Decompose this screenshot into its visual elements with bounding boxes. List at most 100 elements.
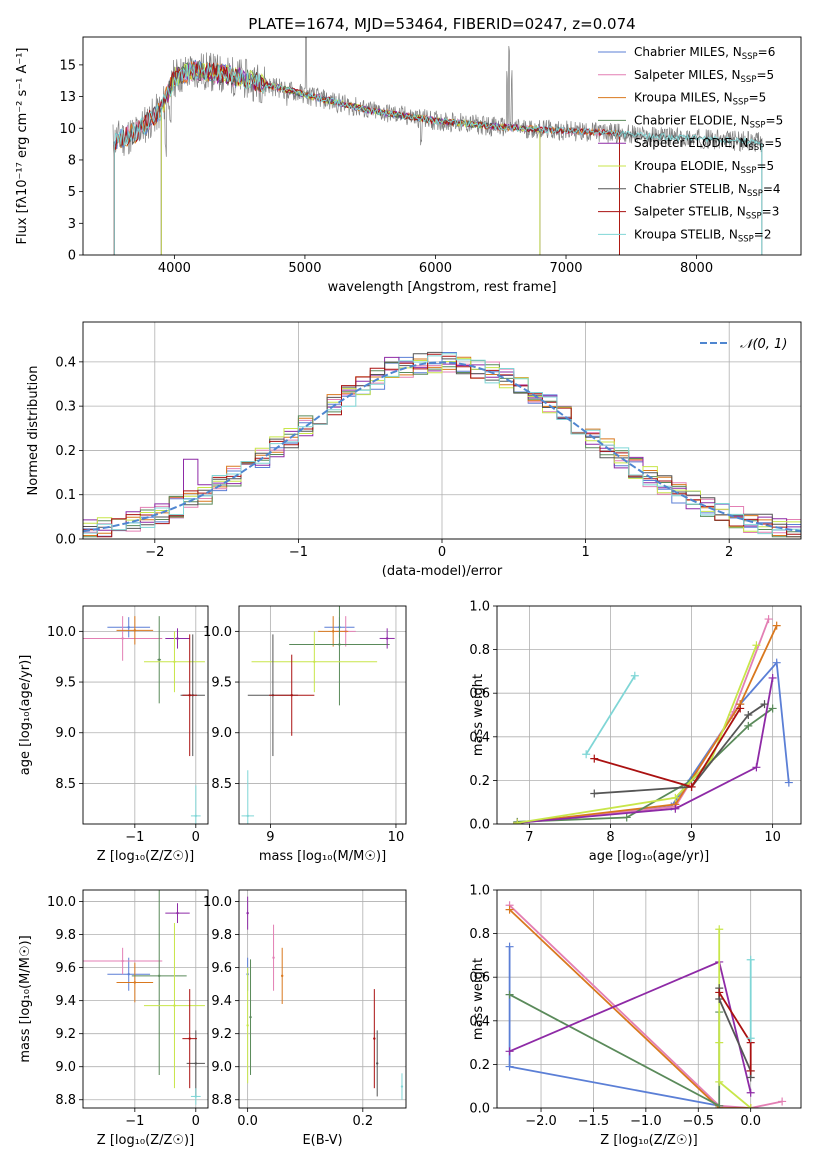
- weight-Z-grid: [497, 889, 801, 1109]
- legend-label: Chabrier ELODIE, NSSP=5: [634, 113, 783, 130]
- point-kroupa-stelib: [400, 1085, 404, 1088]
- marker-chabrier-elodie: [768, 704, 777, 713]
- y-tick-label: 0.3: [55, 400, 76, 415]
- line-kroupa-stelib: [585, 675, 636, 755]
- x-tick-label: 1: [581, 545, 589, 560]
- marker-kroupa-elodie: [746, 1104, 755, 1108]
- marker-salpeter-stelib: [590, 754, 599, 763]
- point-kroupa-elodie: [173, 660, 176, 663]
- marker-salpeter-elodie: [505, 1047, 514, 1056]
- line-kroupa-elodie: [517, 644, 758, 824]
- marker-kroupa-elodie: [715, 1038, 724, 1047]
- plot-frame: [82, 605, 209, 825]
- x-tick-label: 8000: [680, 261, 713, 276]
- legend-label: Salpeter MILES, NSSP=5: [634, 68, 774, 85]
- y-tick-label: 10.0: [203, 625, 232, 640]
- line-chabrier-elodie: [517, 707, 774, 823]
- x-tick-label: 2: [725, 545, 733, 560]
- y-tick-label: 0.2: [469, 1058, 490, 1073]
- y-tick-label: 8: [68, 153, 76, 168]
- plot-frame: [82, 889, 209, 1109]
- y-tick-label: 13: [59, 90, 76, 105]
- legend-label-name: Salpeter MILES, N: [634, 68, 741, 82]
- model-spectrum-kroupa-miles: [113, 60, 620, 255]
- mass-ebv-axes: 0.0 0.2 8.8 9.0 9.2 9.4 9.6 9.8 10.0 E(B-V): [203, 889, 407, 1148]
- marker-chabrier-elodie: [715, 1101, 724, 1108]
- legend-label-name: Kroupa ELODIE, N: [634, 159, 741, 173]
- x-tick-label: −1: [289, 545, 308, 560]
- y-tick-label: 9.4: [211, 994, 232, 1009]
- y-tick-label: 1.0: [469, 600, 490, 615]
- y-tick-label: 0.2: [55, 444, 76, 459]
- x-tick-label: −2: [145, 545, 164, 560]
- marker-kroupa-elodie: [715, 925, 724, 934]
- x-tick-label: 0: [192, 830, 200, 845]
- y-tick-label: 9.5: [211, 676, 232, 691]
- histogram-steps: [83, 351, 801, 538]
- legend-label: Chabrier STELIB, NSSP=4: [634, 182, 781, 199]
- legend-label: 𝒩(0, 1): [740, 337, 787, 352]
- marker-kroupa-stelib: [630, 671, 639, 680]
- model-spectrum-chabrier-elodie: [160, 62, 541, 255]
- marker-kroupa-elodie: [513, 818, 522, 824]
- y-axis-label: mass weight: [471, 958, 486, 1040]
- x-axis-label: wavelength [Angstrom, rest frame]: [328, 280, 557, 295]
- legend-label-count: =5: [764, 136, 782, 150]
- point-salpeter-elodie: [385, 637, 389, 640]
- legend-label-sub: SSP: [748, 143, 764, 153]
- x-tick-label: 4000: [158, 261, 191, 276]
- legend-label-count: =3: [762, 205, 780, 219]
- marker-kroupa-elodie: [752, 641, 761, 650]
- x-axis-label: Z [log₁₀(Z/Z☉)]: [97, 849, 194, 864]
- y-tick-label: 10.0: [47, 625, 76, 640]
- plot-frame: [496, 605, 802, 825]
- x-tick-label: 7: [525, 830, 533, 845]
- y-tick-label: 8.8: [55, 1093, 76, 1108]
- histogram-legend: 𝒩(0, 1): [700, 337, 787, 352]
- spectrum-traces: [112, 37, 763, 255]
- point-salpeter-miles: [121, 959, 124, 963]
- point-kroupa-elodie: [173, 1004, 176, 1007]
- y-tick-label: 9.5: [55, 676, 76, 691]
- legend-label: Chabrier MILES, NSSP=6: [634, 45, 775, 62]
- y-axis-label: age [log₁₀(age/yr)]: [18, 655, 33, 776]
- x-tick-label: −1.0: [630, 1114, 662, 1129]
- spectrum-axes: 4000 5000 6000 7000 8000 0 3 5 8 10 13 15 wavelength…: [15, 36, 802, 295]
- x-axis-label: Z [log₁₀(Z/Z☉)]: [600, 1133, 697, 1148]
- weight-Z-lines: [505, 901, 787, 1108]
- y-tick-label: 0.1: [55, 488, 76, 503]
- line-chabrier-stelib: [594, 703, 766, 795]
- x-tick-label: −1.5: [578, 1114, 610, 1129]
- age-Z-errorbars: [83, 616, 205, 824]
- weight-vs-Z-panel: −2.0 −1.5 −1.0 −0.5 0.0 0.0 0.2 0.4 0.6 0.8 1.0 Z […: [469, 884, 802, 1148]
- age-mass-axes: 9 10 8.5 9.0 9.5 10.0 mass [log₁₀(M/M☉)]: [203, 605, 407, 864]
- legend-label-count: =5: [766, 113, 784, 127]
- point-chabrier-elodie: [158, 658, 161, 661]
- plot-frame: [82, 36, 802, 256]
- weight-age-lines: [513, 615, 793, 824]
- marker-chabrier-miles: [784, 778, 793, 787]
- x-tick-label: −0.5: [682, 1114, 714, 1129]
- marker-salpeter-elodie: [768, 673, 777, 682]
- point-salpeter-stelib: [188, 1037, 191, 1040]
- mass-Z-axes: −1 0 8.8 9.0 9.2 9.4 9.6 9.8 10.0 Z [log₁₀(Z/Z☉)]…: [18, 889, 209, 1148]
- mass-ebv-errorbars: [246, 896, 404, 1100]
- marker-chabrier-stelib: [760, 700, 769, 709]
- point-salpeter-miles: [121, 637, 124, 640]
- point-salpeter-miles: [272, 956, 275, 959]
- point-chabrier-miles: [127, 973, 130, 976]
- point-kroupa-elodie: [313, 660, 316, 663]
- legend-label-count: =5: [749, 91, 767, 105]
- y-tick-label: 5: [68, 185, 76, 200]
- y-tick-label: 0.0: [469, 1102, 490, 1117]
- x-tick-label: −1: [125, 1114, 144, 1129]
- point-kroupa-miles: [133, 629, 137, 632]
- y-tick-label: 0.6: [469, 971, 490, 986]
- age-vs-Z-panel: −1 0 8.5 9.0 9.5 10.0 Z [log₁₀(Z/Z☉)] age [log₁…: [18, 605, 209, 864]
- mass-vs-ebv-panel: 0.0 0.2 8.8 9.0 9.2 9.4 9.6 9.8 10.0 E(B-V): [203, 889, 407, 1148]
- point-kroupa-elodie: [246, 1024, 249, 1027]
- legend-label-count: =6: [758, 45, 776, 59]
- marker-salpeter-miles: [778, 1097, 787, 1106]
- marker-kroupa-miles: [772, 621, 781, 630]
